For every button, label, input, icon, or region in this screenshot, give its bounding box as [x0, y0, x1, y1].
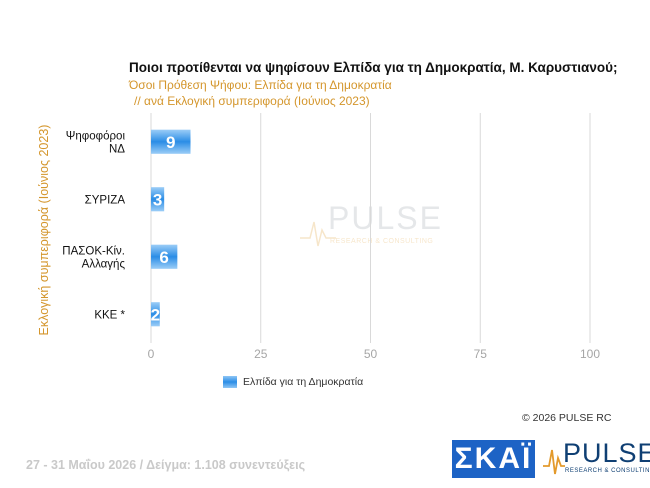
chart-subtitle-line-1: Όσοι Πρόθεση Ψήφου: Ελπίδα για τη Δημοκρ…: [129, 78, 392, 92]
bar-1: [151, 187, 165, 212]
pulse-watermark: PULSE RESEARCH & CONSULTING: [300, 198, 450, 258]
legend-swatch: [223, 376, 237, 388]
bar-value-label-1: 3: [153, 190, 162, 209]
pulse-wave-icon: [543, 449, 565, 475]
pulse-watermark-icon: [300, 221, 336, 247]
bar-value-label-3: 2: [151, 305, 160, 324]
category-label-1: ΣΥΡΙΖΑ: [85, 194, 126, 206]
pulse-logo-word: PULSE: [563, 438, 650, 468]
pulse-watermark-tagline: RESEARCH & CONSULTING: [330, 238, 434, 245]
survey-footer: 27 - 31 Μαΐου 2026 / Δείγμα: 1.108 συνεν…: [26, 458, 306, 472]
x-tick-label-3: 75: [474, 347, 488, 361]
bar-3: [151, 302, 160, 327]
bar-2: [151, 244, 178, 269]
legend: Ελπίδα για τη Δημοκρατία: [223, 376, 363, 388]
chart-subtitle-line-2: // ανά Εκλογική συμπεριφορά (Ιούνιος 202…: [134, 94, 370, 108]
copyright: © 2026 PULSE RC: [522, 412, 612, 424]
category-label-0: Ψηφοφόροι ΝΔ: [66, 130, 126, 155]
x-tick-label-1: 25: [254, 347, 268, 361]
legend-label: Ελπίδα για τη Δημοκρατία: [243, 376, 364, 388]
pulse-watermark-word: PULSE: [328, 200, 443, 236]
pulse-logo-tagline: RESEARCH & CONSULTING: [565, 468, 650, 474]
category-label-3: ΚΚΕ *: [94, 309, 125, 321]
x-tick-label-2: 50: [364, 347, 378, 361]
category-label-2: ΠΑΣΟΚ-Κίν. Αλλαγής: [62, 245, 125, 270]
x-tick-label-0: 0: [148, 347, 155, 361]
bar-chart: 0 25 50 75 100 9 Ψηφοφόροι ΝΔ 3 ΣΥΡΙΖΑ 6 ΠΑΣΟΚ-Κίν.…: [62, 113, 600, 361]
bar-value-label-0: 9: [166, 133, 175, 152]
bar-0: [151, 129, 191, 154]
skai-logo: ΣΚΑΪ: [452, 440, 535, 478]
chart-title: Ποιοι προτίθενται να ψηφίσουν Ελπίδα για…: [129, 60, 618, 75]
x-tick-label-4: 100: [580, 347, 600, 361]
pulse-logo: PULSE RESEARCH & CONSULTING: [543, 438, 650, 480]
bar-value-label-2: 6: [159, 248, 168, 267]
